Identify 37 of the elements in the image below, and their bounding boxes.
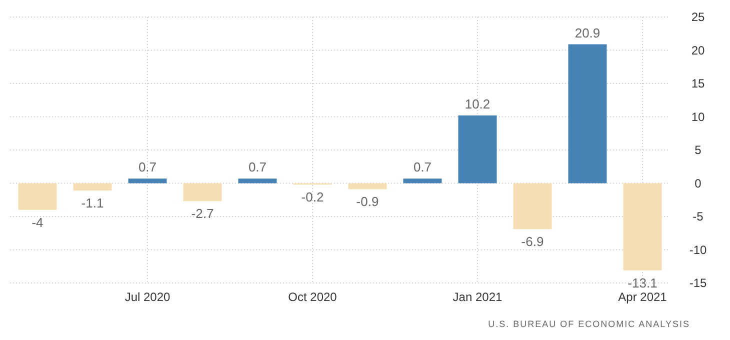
y-tick-label: 25: [691, 10, 705, 24]
bar: [568, 44, 607, 184]
bar: [403, 178, 442, 184]
data-label: -13.1: [628, 275, 658, 290]
data-label: 0.7: [248, 160, 267, 175]
y-tick-label: -10: [689, 242, 707, 257]
bar: [348, 183, 387, 190]
data-label: -0.2: [301, 190, 324, 205]
bar: [73, 183, 112, 191]
data-label: 0.7: [138, 160, 157, 175]
x-tick-label: Oct 2020: [288, 290, 338, 304]
data-label: 20.9: [574, 25, 600, 40]
data-label: -4: [32, 214, 44, 230]
y-tick-label: 0: [694, 176, 702, 190]
y-tick-label: -5: [692, 210, 704, 224]
data-label: -1.1: [81, 196, 104, 211]
y-tick-label: 5: [694, 143, 702, 158]
data-label: -6.9: [521, 234, 544, 250]
data-label: -0.9: [356, 194, 379, 210]
bar: [238, 178, 277, 184]
text: U.S. BUREAU OF ECONOMIC ANALYSIS: [488, 319, 690, 329]
bar: [183, 183, 222, 202]
y-tick-label: -15: [689, 276, 707, 290]
bar: [513, 183, 552, 230]
y-tick-label: 10: [691, 110, 705, 124]
x-tick-label: Jan 2021: [452, 290, 503, 304]
x-tick-label: Apr 2021: [618, 290, 668, 304]
y-tick-label: 15: [691, 76, 705, 91]
data-label: 0.7: [413, 160, 432, 175]
data-label: -2.7: [191, 206, 214, 222]
x-tick-label: Jul 2020: [124, 290, 171, 304]
data-label: 10.2: [464, 96, 490, 112]
y-tick-label: 20: [691, 43, 705, 58]
bar: [458, 115, 497, 184]
bar: [128, 178, 167, 184]
bar: [623, 183, 662, 270]
bar: [18, 183, 57, 210]
